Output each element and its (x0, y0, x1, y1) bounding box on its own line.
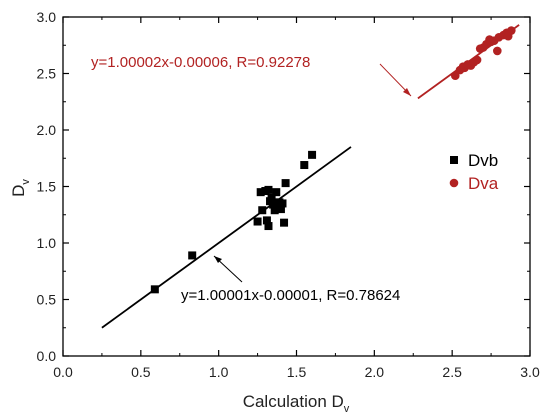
dvb-point (264, 185, 273, 194)
dvb-point (272, 188, 281, 197)
x-tick-label: 0.0 (53, 364, 73, 380)
dvb-point (264, 222, 273, 231)
y-axis-label-subscript: v (20, 179, 32, 185)
x-tick-label: 0.5 (131, 364, 151, 380)
dva-point (472, 55, 482, 65)
dvb-point (280, 218, 289, 227)
dvb-fit-equation: y=1.00001x-0.00001, R=0.78624 (181, 287, 400, 304)
y-tick-label: 0.5 (37, 292, 57, 308)
x-tick-label: 2.5 (442, 364, 462, 380)
dva-point (507, 26, 516, 35)
dvb-point (262, 216, 271, 225)
y-tick-label: 2.0 (37, 122, 57, 138)
x-tick-label: 3.0 (520, 364, 540, 380)
dvb-point (308, 150, 317, 159)
legend-marker-dva (449, 178, 459, 188)
dvb-point (256, 188, 265, 197)
x-tick-label: 1.5 (287, 364, 307, 380)
dvb-point (300, 161, 309, 170)
legend: Dvb Dva (449, 151, 499, 193)
dvb-point (269, 200, 278, 209)
data-markers (150, 26, 516, 294)
dva-point (493, 46, 502, 56)
x-axis-label-subscript: v (344, 403, 350, 415)
dvb-point (267, 193, 276, 202)
dvb-point (258, 206, 267, 215)
legend-marker-dvb (450, 156, 458, 164)
dvb-point (281, 179, 290, 188)
dvb-point (278, 199, 287, 208)
y-tick-label: 0.0 (37, 348, 57, 364)
dva-point (450, 71, 460, 81)
x-tick-label: 2.0 (365, 364, 385, 380)
y-tick-label: 2.5 (37, 66, 57, 82)
dva-arrow-head (403, 88, 411, 96)
y-tick-label: 1.5 (37, 179, 57, 195)
y-axis-label: Dv (9, 179, 32, 197)
dvb-point (188, 251, 197, 260)
dvb-point (150, 285, 159, 294)
dvb-arrow-head (214, 256, 222, 263)
x-axis-label: Calculation Dv (243, 392, 350, 415)
y-tick-label: 1.0 (37, 235, 57, 251)
x-axis: 0.0 0.5 1.0 1.5 2.0 2.5 3.0 (53, 17, 540, 380)
legend-label-dva: Dva (468, 174, 499, 193)
dvb-point (253, 217, 262, 226)
dvb-point (276, 205, 285, 214)
dva-fit-equation: y=1.00002x-0.00006, R=0.92278 (91, 54, 310, 71)
y-tick-label: 3.0 (37, 9, 57, 25)
dvb-fit-line (101, 146, 352, 329)
y-axis: 0.0 0.5 1.0 1.5 2.0 2.5 3.0 (37, 9, 530, 364)
legend-label-dvb: Dvb (468, 151, 498, 170)
x-tick-label: 1.0 (209, 364, 229, 380)
